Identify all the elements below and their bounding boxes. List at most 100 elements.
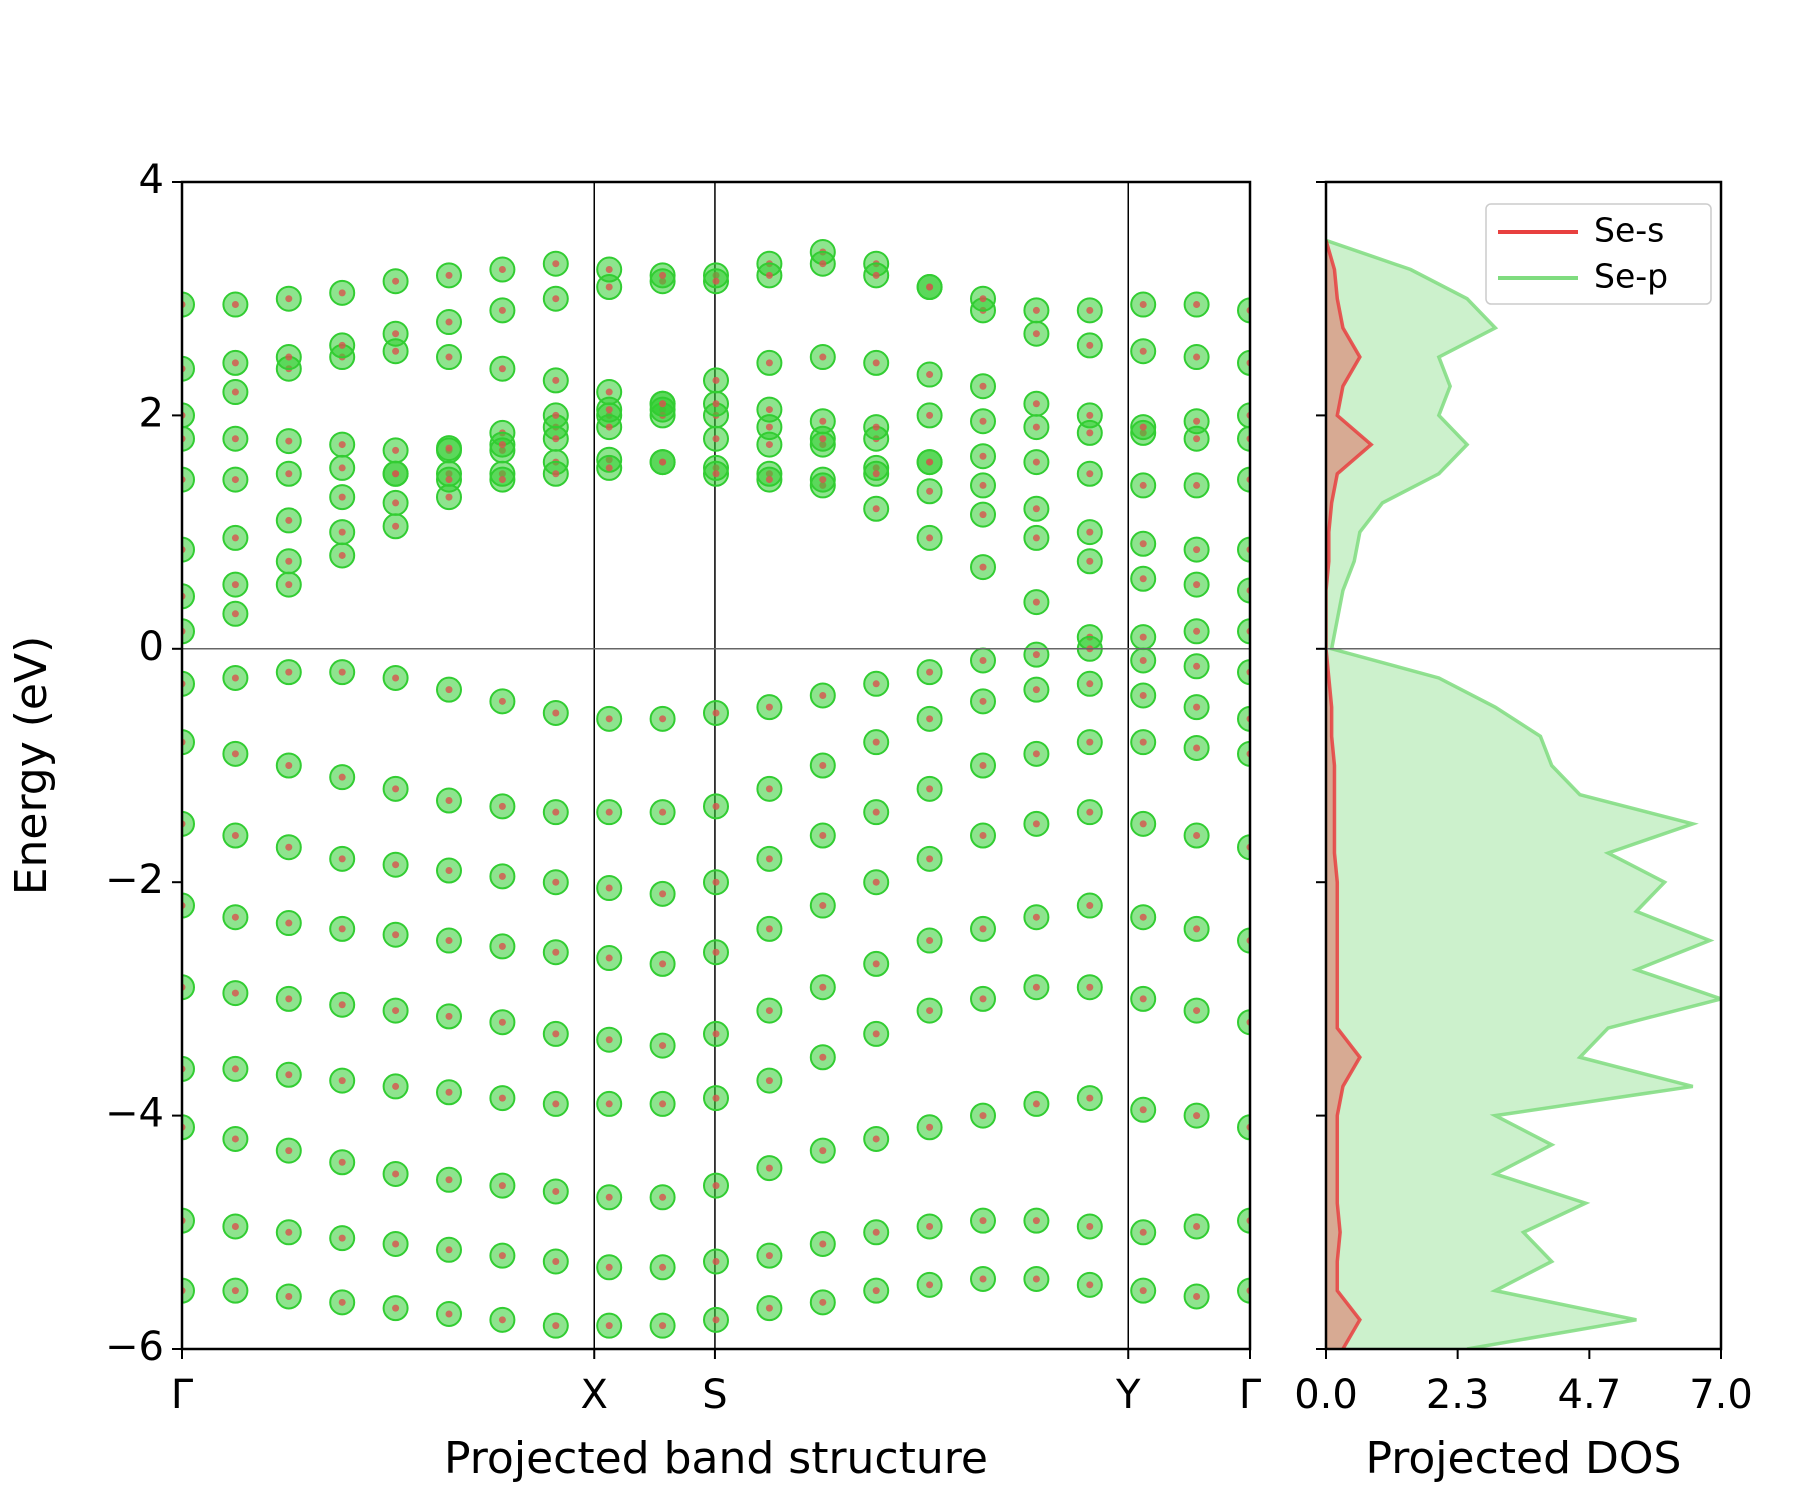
- se-s-marker: [1032, 534, 1040, 542]
- se-s-marker: [338, 464, 346, 472]
- se-s-marker: [231, 674, 239, 682]
- se-p-marker: [182, 974, 195, 1001]
- se-s-marker: [1086, 306, 1094, 314]
- se-s-marker: [979, 1112, 987, 1120]
- se-s-marker: [231, 1065, 239, 1073]
- se-s-marker: [979, 995, 987, 1003]
- x-tick-label: 7.0: [1689, 1372, 1753, 1418]
- se-s-marker: [1139, 1106, 1147, 1114]
- se-p-marker: [182, 536, 195, 563]
- se-s-marker: [605, 1322, 613, 1330]
- se-s-marker: [1086, 902, 1094, 910]
- x-tick-label: X: [581, 1372, 608, 1418]
- se-s-marker: [338, 441, 346, 449]
- x-tick-label: 4.7: [1558, 1372, 1622, 1418]
- se-s-marker: [765, 1304, 773, 1312]
- se-s-marker: [445, 1176, 453, 1184]
- se-s-marker: [1193, 744, 1201, 752]
- se-s-marker: [231, 1135, 239, 1143]
- se-p-marker: [1237, 1009, 1250, 1036]
- dos-line: [1326, 239, 1374, 1349]
- se-p-marker: [182, 892, 195, 919]
- se-s-marker: [1139, 301, 1147, 309]
- se-s-marker: [979, 295, 987, 303]
- se-s-marker: [926, 668, 934, 676]
- se-s-marker: [1193, 435, 1201, 443]
- se-s-marker: [1193, 481, 1201, 489]
- se-s-marker: [765, 271, 773, 279]
- se-s-marker: [712, 277, 720, 285]
- se-s-marker: [1139, 540, 1147, 548]
- y-tick-label: 0: [139, 624, 164, 670]
- se-s-marker: [765, 359, 773, 367]
- se-s-marker: [552, 1322, 560, 1330]
- dos-lines: [1326, 238, 1721, 1349]
- se-s-marker: [285, 919, 293, 927]
- se-s-marker: [1193, 703, 1201, 711]
- se-s-marker: [1139, 423, 1147, 431]
- se-s-marker: [1193, 1112, 1201, 1120]
- se-s-marker: [659, 715, 667, 723]
- se-s-marker: [338, 528, 346, 536]
- legend-label: Se-s: [1594, 211, 1664, 250]
- se-s-marker: [1086, 429, 1094, 437]
- se-s-marker: [712, 709, 720, 717]
- se-p-marker: [182, 466, 195, 493]
- band-points: [182, 182, 1250, 1349]
- se-p-marker: [1237, 425, 1250, 452]
- se-s-marker: [819, 435, 827, 443]
- se-s-marker: [1193, 301, 1201, 309]
- se-p-marker: [1237, 1277, 1250, 1304]
- se-s-marker: [231, 388, 239, 396]
- se-s-marker: [552, 411, 560, 419]
- se-s-marker: [552, 295, 560, 303]
- se-s-marker: [231, 913, 239, 921]
- se-p-marker: [182, 1277, 195, 1304]
- se-s-marker: [445, 1088, 453, 1096]
- se-p-marker: [1237, 466, 1250, 493]
- se-s-marker: [659, 960, 667, 968]
- se-s-marker: [445, 444, 453, 452]
- se-s-marker: [1032, 983, 1040, 991]
- se-s-marker: [1032, 651, 1040, 659]
- se-s-marker: [712, 1182, 720, 1190]
- plot-frame: [1324, 180, 1723, 1351]
- se-s-marker: [712, 1030, 720, 1038]
- se-s-marker: [1139, 1228, 1147, 1236]
- y-tick-label: −2: [105, 857, 164, 903]
- se-s-marker: [231, 435, 239, 443]
- se-s-marker: [979, 1217, 987, 1225]
- se-p-marker: [182, 1114, 195, 1141]
- se-s-marker: [872, 423, 880, 431]
- se-s-marker: [605, 266, 613, 274]
- se-p-marker: [1237, 1207, 1250, 1234]
- se-p-marker: [1237, 740, 1250, 767]
- x-tick-label: Γ: [1239, 1372, 1262, 1418]
- se-s-marker: [285, 557, 293, 565]
- se-s-marker: [498, 266, 506, 274]
- se-s-marker: [872, 1030, 880, 1038]
- se-s-marker: [659, 808, 667, 816]
- se-s-marker: [979, 832, 987, 840]
- se-s-marker: [338, 1298, 346, 1306]
- se-p-marker: [182, 618, 195, 645]
- x-axis-label: Projected DOS: [1366, 1433, 1682, 1484]
- se-s-marker: [1086, 341, 1094, 349]
- se-s-marker: [552, 260, 560, 268]
- se-s-marker: [765, 1252, 773, 1260]
- se-s-marker: [498, 1182, 506, 1190]
- se-s-marker: [1193, 353, 1201, 361]
- se-s-marker: [498, 872, 506, 880]
- se-s-marker: [926, 458, 934, 466]
- se-s-marker: [1086, 528, 1094, 536]
- se-s-marker: [605, 1036, 613, 1044]
- se-s-marker: [498, 1018, 506, 1026]
- se-s-marker: [979, 511, 987, 519]
- se-s-marker: [872, 878, 880, 886]
- se-s-marker: [979, 417, 987, 425]
- se-s-marker: [552, 948, 560, 956]
- se-s-marker: [285, 470, 293, 478]
- se-s-marker: [712, 802, 720, 810]
- se-s-marker: [1139, 575, 1147, 583]
- se-s-marker: [231, 610, 239, 618]
